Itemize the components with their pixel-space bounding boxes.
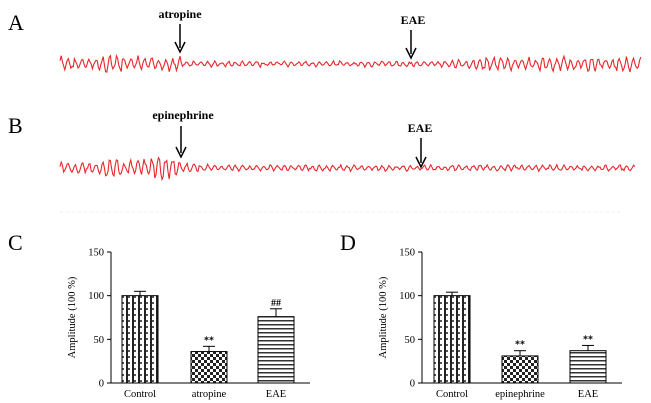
bar-eae xyxy=(257,316,295,384)
bar-epinephrine xyxy=(501,355,539,384)
category-label: Control xyxy=(124,389,156,400)
significance-mark: ** xyxy=(515,340,525,351)
y-tick-label: 150 xyxy=(88,248,104,259)
y-tick-label: 150 xyxy=(399,248,415,259)
y-axis-label: Amplitude (100 %) xyxy=(67,276,78,358)
marker-label-epinephrine: epinephrine xyxy=(152,108,214,122)
y-axis-label: Amplitude (100 %) xyxy=(378,276,389,358)
bar-chart-c: 0 50 100 150 Amplitude (100 %) Control ** atrop… xyxy=(67,248,310,400)
y-tick-label: 50 xyxy=(405,335,416,346)
significance-mark: ** xyxy=(583,334,593,345)
y-tick-label: 0 xyxy=(99,379,104,390)
marker-label-eae-a: EAE xyxy=(400,13,426,27)
bar-eae xyxy=(569,350,607,384)
panel-letter-b: B xyxy=(8,113,23,138)
panel-letter-a: A xyxy=(8,10,24,35)
category-label: atropine xyxy=(192,389,227,400)
arrow-epinephrine xyxy=(175,126,187,159)
arrow-atropine xyxy=(174,24,186,54)
panel-letter-c: C xyxy=(8,230,23,255)
bar-atropine xyxy=(190,351,228,384)
bar-control xyxy=(121,295,159,384)
marker-label-atropine: atropine xyxy=(158,7,202,21)
arrow-eae-b xyxy=(415,138,427,169)
category-label: EAE xyxy=(266,389,286,400)
marker-label-eae-b: EAE xyxy=(407,121,433,135)
trace-a xyxy=(59,53,642,74)
category-label: EAE xyxy=(578,389,598,400)
y-tick-label: 0 xyxy=(410,379,415,390)
trace-b-line xyxy=(59,156,636,182)
y-tick-label: 100 xyxy=(88,291,104,302)
bar-control xyxy=(433,295,471,384)
trace-b xyxy=(59,156,636,182)
trace-a-line xyxy=(59,53,642,74)
bar-chart-d: 0 50 100 150 Amplitude (100 %) Control ** epine… xyxy=(378,248,622,400)
significance-mark: ## xyxy=(271,298,281,309)
y-tick-label: 100 xyxy=(399,291,415,302)
category-label: epinephrine xyxy=(495,389,545,400)
category-label: Control xyxy=(436,389,468,400)
arrow-eae-a xyxy=(405,30,417,60)
y-tick-label: 50 xyxy=(94,335,105,346)
panel-letter-d: D xyxy=(340,230,356,255)
significance-mark: ** xyxy=(204,335,214,346)
